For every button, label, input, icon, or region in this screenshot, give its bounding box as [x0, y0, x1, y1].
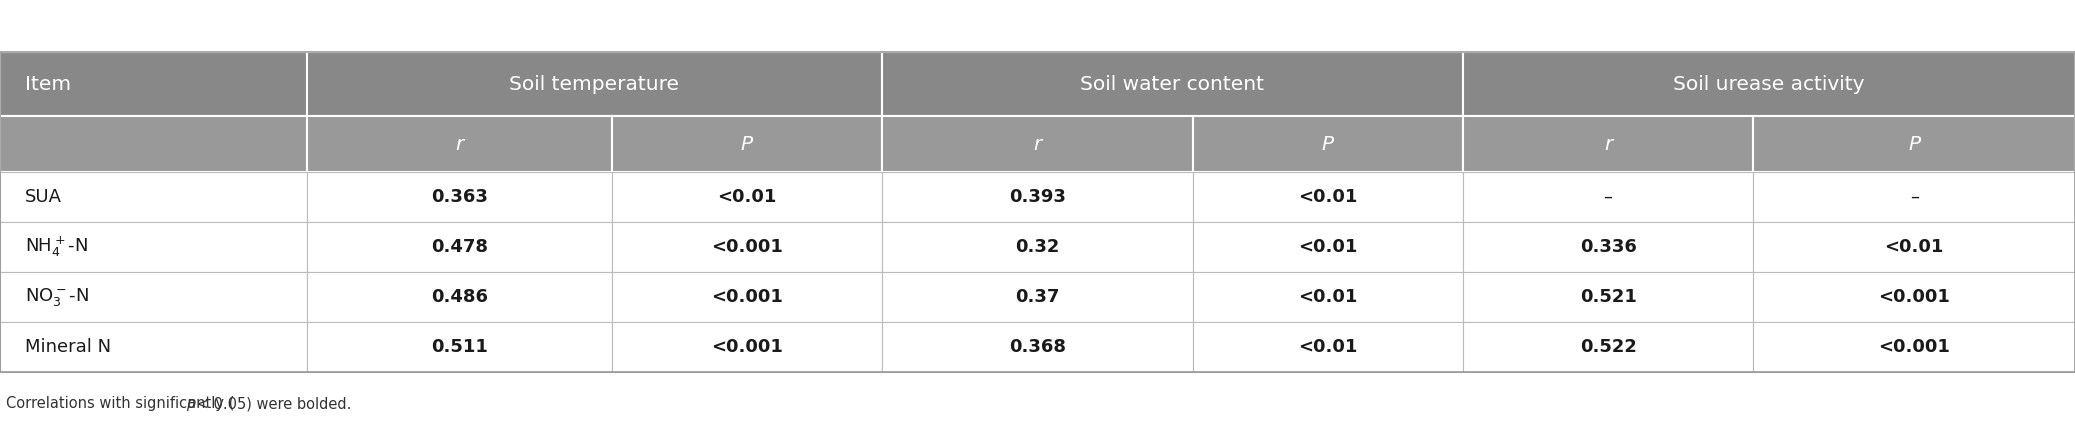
Text: P: P	[741, 135, 753, 154]
Bar	[307, 322, 612, 372]
Text: <0.001: <0.001	[712, 338, 782, 356]
Bar	[882, 272, 1193, 322]
Text: 0.393: 0.393	[1008, 188, 1067, 206]
Bar	[882, 52, 1463, 116]
Bar	[307, 272, 612, 322]
Bar	[1753, 322, 2075, 372]
Text: –: –	[1604, 188, 1612, 206]
Text: Soil water content: Soil water content	[1081, 74, 1264, 94]
Bar	[1193, 272, 1463, 322]
Text: 0.511: 0.511	[432, 338, 488, 356]
Text: <0.001: <0.001	[1878, 288, 1950, 306]
Bar	[307, 52, 882, 116]
Text: r: r	[1033, 135, 1042, 154]
Text: <0.01: <0.01	[718, 188, 776, 206]
Text: P: P	[1322, 135, 1334, 154]
Text: 0.37: 0.37	[1015, 288, 1060, 306]
Text: –: –	[1909, 188, 1919, 206]
Bar	[0, 52, 307, 116]
Text: NO$_3^-$-N: NO$_3^-$-N	[25, 286, 89, 308]
Bar	[0, 222, 307, 272]
Bar	[882, 172, 1193, 222]
Text: <0.01: <0.01	[1299, 338, 1357, 356]
Bar	[882, 322, 1193, 372]
Text: <0.01: <0.01	[1299, 238, 1357, 256]
Text: Soil urease activity: Soil urease activity	[1672, 74, 1865, 94]
Bar	[1753, 172, 2075, 222]
Bar	[1753, 272, 2075, 322]
Text: P: P	[1909, 135, 1919, 154]
Text: <0.001: <0.001	[712, 238, 782, 256]
Text: <0.01: <0.01	[1299, 288, 1357, 306]
Bar	[1463, 322, 1753, 372]
Bar	[1463, 222, 1753, 272]
Bar	[612, 116, 882, 172]
Text: NH$_4^+$-N: NH$_4^+$-N	[25, 235, 87, 259]
Text: SUA: SUA	[25, 188, 62, 206]
Bar	[307, 222, 612, 272]
Text: < 0.05) were bolded.: < 0.05) were bolded.	[191, 396, 351, 411]
Bar	[882, 116, 1193, 172]
Bar	[612, 322, 882, 372]
Text: 0.522: 0.522	[1579, 338, 1637, 356]
Text: Item: Item	[25, 74, 71, 94]
Text: 0.486: 0.486	[432, 288, 488, 306]
Text: 0.478: 0.478	[432, 238, 488, 256]
Text: r: r	[456, 135, 463, 154]
Bar	[612, 222, 882, 272]
Text: Soil temperature: Soil temperature	[510, 74, 679, 94]
Bar	[0, 116, 307, 172]
Text: p: p	[187, 396, 195, 411]
Bar	[0, 52, 2075, 372]
Bar	[1193, 172, 1463, 222]
Text: Correlations with significantly (: Correlations with significantly (	[6, 396, 234, 411]
Text: <0.001: <0.001	[712, 288, 782, 306]
Text: r: r	[1604, 135, 1612, 154]
Bar	[0, 272, 307, 322]
Bar	[0, 172, 307, 222]
Bar	[1753, 116, 2075, 172]
Bar	[1463, 172, 1753, 222]
Bar	[1753, 222, 2075, 272]
Text: <0.01: <0.01	[1299, 188, 1357, 206]
Bar	[307, 172, 612, 222]
Bar	[612, 172, 882, 222]
Text: 0.336: 0.336	[1579, 238, 1637, 256]
Text: <0.001: <0.001	[1878, 338, 1950, 356]
Text: Mineral N: Mineral N	[25, 338, 112, 356]
Bar	[0, 322, 307, 372]
Text: 0.32: 0.32	[1015, 238, 1060, 256]
Text: 0.363: 0.363	[432, 188, 488, 206]
Bar	[882, 222, 1193, 272]
Text: <0.01: <0.01	[1884, 238, 1944, 256]
Bar	[1463, 272, 1753, 322]
Bar	[1193, 322, 1463, 372]
Bar	[1193, 222, 1463, 272]
Bar	[1463, 52, 2075, 116]
Bar	[307, 116, 612, 172]
Bar	[1193, 116, 1463, 172]
Text: 0.521: 0.521	[1579, 288, 1637, 306]
Bar	[612, 272, 882, 322]
Bar	[1463, 116, 1753, 172]
Text: 0.368: 0.368	[1008, 338, 1067, 356]
